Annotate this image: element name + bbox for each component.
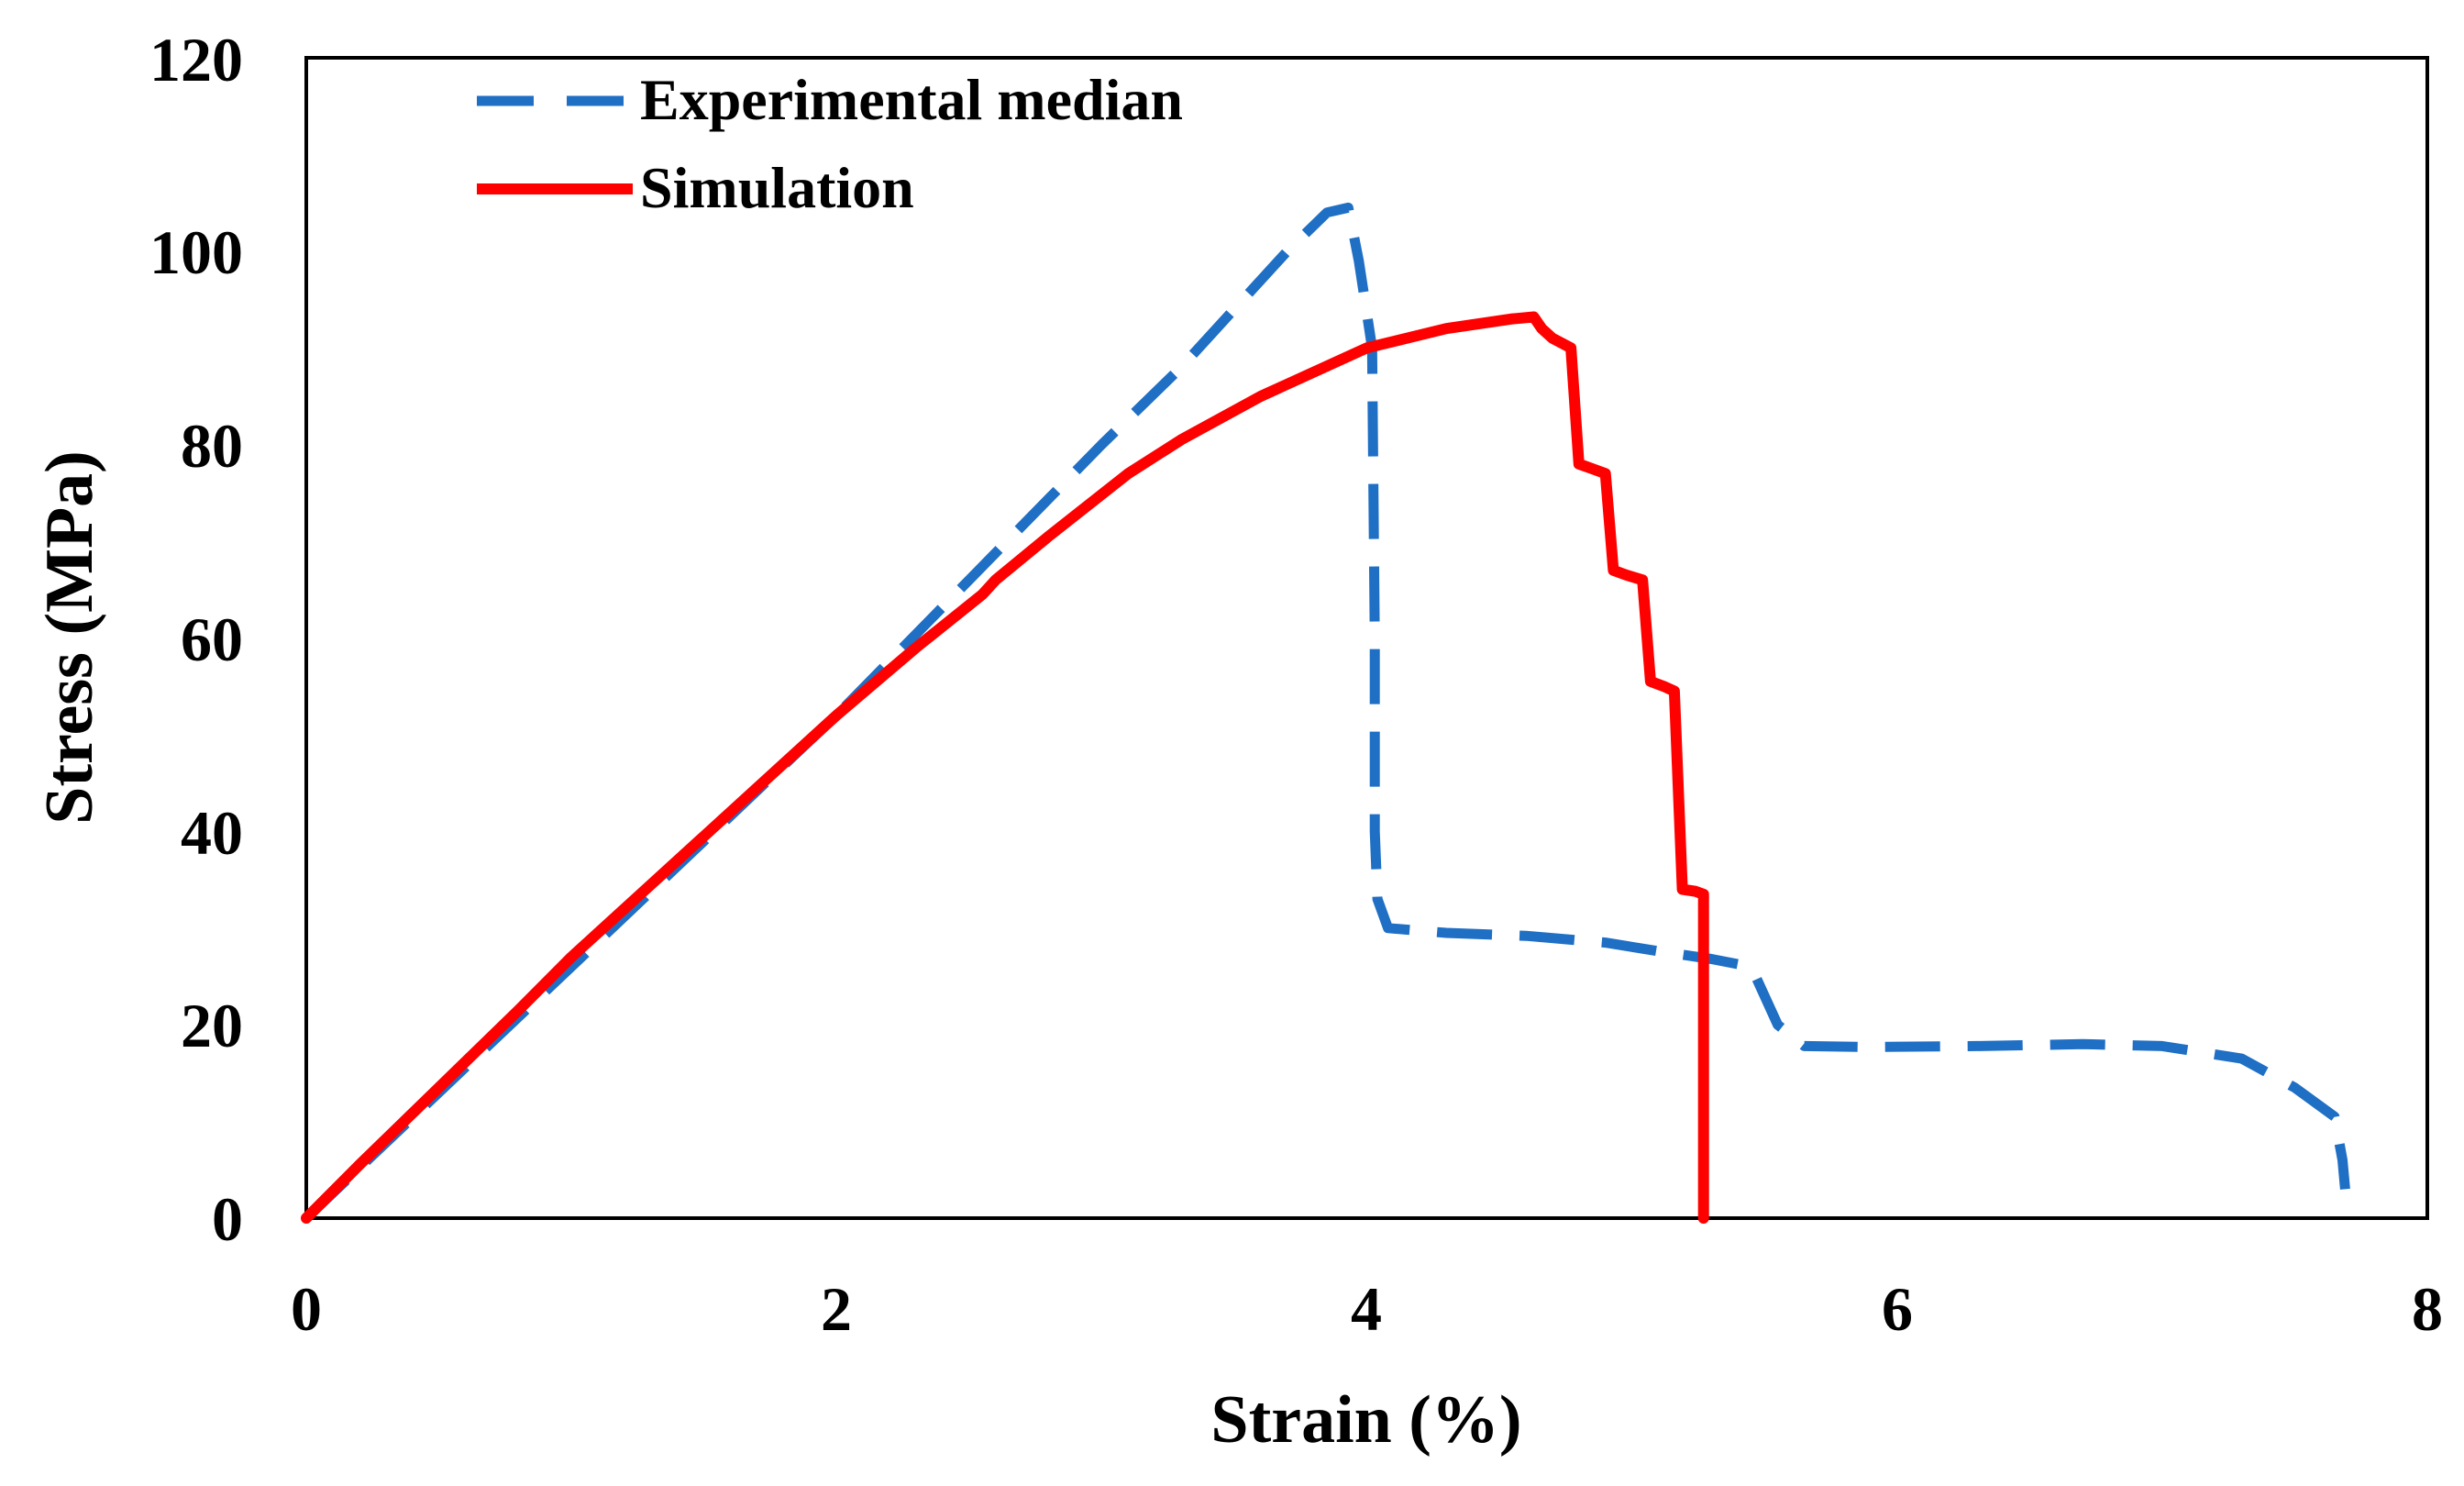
y-tick-label: 80 <box>181 411 243 481</box>
x-tick-label: 6 <box>1882 1274 1913 1344</box>
plot-area-border <box>304 56 2429 1220</box>
y-tick-label: 100 <box>149 217 243 287</box>
x-tick-label: 8 <box>2412 1274 2443 1344</box>
y-tick-label: 120 <box>149 25 243 94</box>
y-axis-title: Stress (MPa) <box>32 450 107 825</box>
x-axis-title: Strain (%) <box>1210 1382 1521 1458</box>
y-tick-labels: 0 20 40 60 80 100 120 <box>149 25 243 1254</box>
x-tick-label: 0 <box>291 1274 322 1344</box>
y-tick-label: 60 <box>181 604 243 674</box>
y-tick-label: 0 <box>212 1184 243 1254</box>
legend: Experimental median Simulation <box>477 67 1183 220</box>
legend-label-simulation: Simulation <box>640 155 914 220</box>
series-line-simulation <box>301 311 1709 1224</box>
x-tick-label: 2 <box>821 1274 852 1344</box>
series-layer <box>301 202 2350 1224</box>
series-line-experimental-median <box>303 202 2350 1222</box>
x-tick-labels: 0 2 4 6 8 <box>291 1274 2443 1344</box>
x-tick-label: 4 <box>1351 1274 1382 1344</box>
legend-label-experimental: Experimental median <box>640 67 1183 132</box>
y-tick-label: 40 <box>181 798 243 868</box>
y-tick-label: 20 <box>181 991 243 1060</box>
